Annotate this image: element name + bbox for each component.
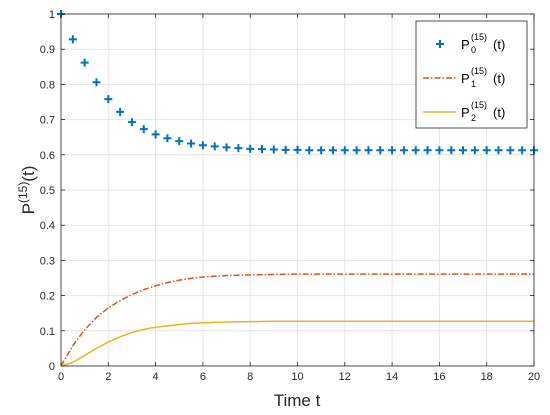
y-axis-title-suffix: (t) <box>19 166 38 182</box>
series-0-point <box>198 141 207 150</box>
x-tick-label: 4 <box>153 371 159 383</box>
x-tick-label: 12 <box>339 371 351 383</box>
legend-label-suffix-1: (t) <box>493 71 505 86</box>
series-0-point <box>435 146 444 155</box>
y-tick-label: 0.3 <box>40 255 55 267</box>
x-tick-label: 14 <box>386 371 398 383</box>
x-tick-label: 0 <box>58 371 64 383</box>
legend-item-1: P (15) 1 (t) <box>423 66 505 89</box>
legend-marker-0 <box>436 40 444 48</box>
y-tick-label: 0.1 <box>40 326 55 338</box>
series-0-point <box>68 35 77 44</box>
legend-box <box>415 20 528 129</box>
y-tick-label: 1 <box>49 9 55 21</box>
y-tick-label: 0.8 <box>40 79 55 91</box>
series-0-point <box>234 144 243 153</box>
x-tick-label: 8 <box>247 371 253 383</box>
ticks <box>60 13 535 367</box>
x-tick-label: 2 <box>105 371 111 383</box>
series-0-point <box>163 134 172 143</box>
legend-label-sup-2: (15) <box>471 100 487 110</box>
legend-label-sub-2: 2 <box>471 113 476 123</box>
legend-label-2: P <box>461 105 470 120</box>
x-tick-label: 18 <box>481 371 493 383</box>
legend-label-suffix-2: (t) <box>493 105 505 120</box>
legend-item-0: P (15) 0 (t) <box>436 32 505 55</box>
series-0-point <box>305 146 314 155</box>
series-0-point <box>494 146 503 155</box>
series-0-point <box>340 146 349 155</box>
legend-label-1: P <box>461 71 470 86</box>
series-0-point <box>222 143 231 152</box>
series-0-point <box>246 144 255 153</box>
series-0-point <box>116 107 125 116</box>
legend-item-2: P (15) 2 (t) <box>423 100 505 123</box>
series-0-point <box>506 146 515 155</box>
x-tick-label: 20 <box>528 371 540 383</box>
legend: P (15)0 (t)P (15)1 (t)P (15)2 (t) <box>415 20 528 129</box>
legend-label-0: P <box>461 37 470 52</box>
series-0-point <box>388 146 397 155</box>
series-0-point <box>92 78 101 87</box>
series-0-point <box>258 145 267 154</box>
series-1 <box>60 273 534 367</box>
x-axis-title: Time t <box>274 391 321 410</box>
series-layer <box>57 10 538 367</box>
x-tick-label: 16 <box>433 371 445 383</box>
series-0-point <box>210 142 219 151</box>
series-0-point <box>447 146 456 155</box>
y-axis-title-base: P <box>19 203 38 214</box>
series-0-point <box>352 146 361 155</box>
y-axis-title-sup: (15) <box>16 182 30 203</box>
series-0-point <box>317 146 326 155</box>
legend-label-sub-0: 0 <box>471 45 476 55</box>
legend-label-sup-1: (15) <box>471 66 487 76</box>
legend-label-suffix-0: (t) <box>493 37 505 52</box>
series-0-point <box>328 146 337 155</box>
tick-labels: 0 2 4 6 8 10 12 14 16 18 2000.10.20.30.40.50.60.70… <box>40 9 540 383</box>
series-0-point <box>281 145 290 154</box>
series-0-point <box>127 118 136 127</box>
series-2 <box>60 320 534 367</box>
series-0-point <box>269 145 278 154</box>
y-tick-label: 0.6 <box>40 150 55 162</box>
legend-label-sup-0: (15) <box>471 32 487 42</box>
x-tick-label: 10 <box>291 371 303 383</box>
y-tick-label: 0.7 <box>40 115 55 127</box>
series-0-point <box>175 137 184 146</box>
x-tick-label: 6 <box>200 371 206 383</box>
y-tick-label: 0.9 <box>40 44 55 56</box>
series-0-point <box>80 58 89 67</box>
series-0-point <box>423 146 432 155</box>
y-tick-label: 0 <box>49 361 55 373</box>
series-0-point <box>187 139 196 148</box>
series-0-point <box>376 146 385 155</box>
series-0-point <box>470 146 479 155</box>
y-tick-label: 0.4 <box>40 220 55 232</box>
y-tick-label: 0.2 <box>40 291 55 303</box>
series-0-point <box>139 125 148 134</box>
series-0-point <box>459 146 468 155</box>
series-0-point <box>518 146 527 155</box>
series-0-point <box>411 146 420 155</box>
series-0-point <box>151 130 160 139</box>
y-tick-label: 0.5 <box>40 185 55 197</box>
series-0-point <box>399 146 408 155</box>
series-0-point <box>364 146 373 155</box>
series-2-line <box>60 320 534 367</box>
legend-label-sub-1: 1 <box>471 79 476 89</box>
series-1-line <box>60 273 534 367</box>
series-0-point <box>293 145 302 154</box>
y-axis-title: P(15)(t) <box>16 166 38 215</box>
series-0-point <box>482 146 491 155</box>
series-0-point <box>104 95 113 104</box>
series-0 <box>57 10 538 155</box>
